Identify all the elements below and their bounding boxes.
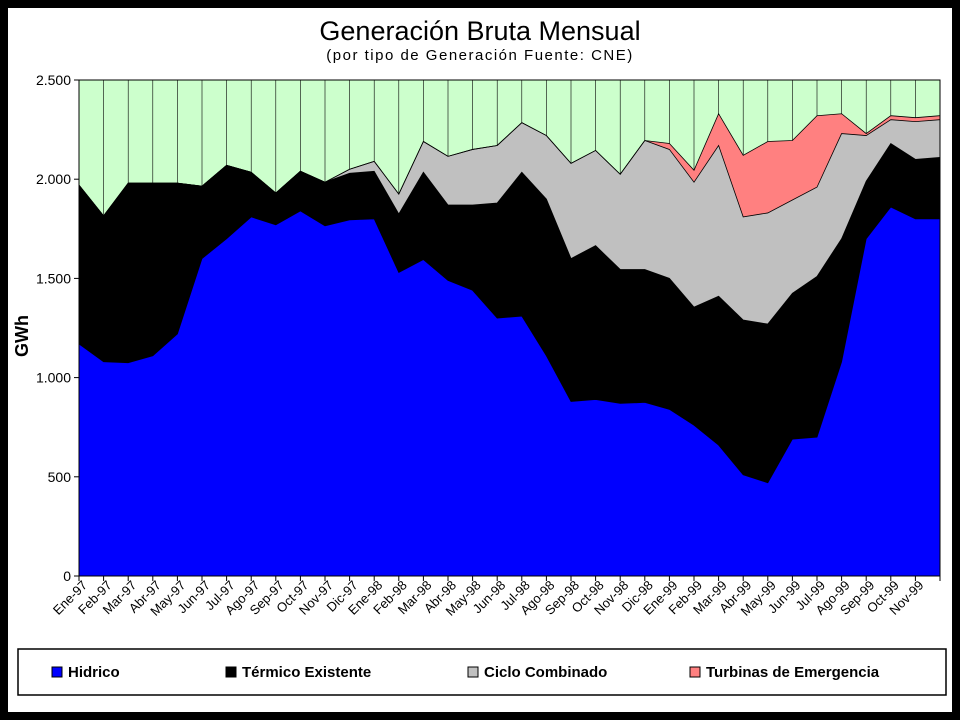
legend-label-3: Ciclo Combinado [484,664,607,681]
y-axis-label: GWh [12,315,32,357]
legend-label-4: Turbinas de Emergencia [706,664,880,681]
legend-swatch-3 [467,666,479,678]
chart-subtitle: (por tipo de Generación Fuente: CNE) [326,47,633,64]
chart-frame: Generación Bruta Mensual (por tipo de Ge… [8,8,952,712]
series-area-2 [79,143,940,483]
y-tick-label: 1.500 [36,270,71,286]
x-axis: Ene-97Feb-97Mar-97Abr-97May-97Jun-97Jul-… [50,576,941,619]
y-tick-label: 2.500 [36,72,71,88]
series-edge-1 [78,206,940,484]
series-area-1 [79,206,940,577]
chart-title: Generación Bruta Mensual [319,16,640,46]
chart-canvas: Generación Bruta Mensual (por tipo de Ge… [12,16,947,696]
series-edge-4 [78,112,941,217]
legend-label-1: Hidrico [68,664,120,681]
legend-label-2: Térmico Existente [242,664,371,681]
y-axis: 0 500 1.000 1.500 2.000 2.500 [36,72,79,584]
y-tick-label: 2.000 [36,171,71,187]
legend-swatch-1 [51,666,63,678]
y-tick-label: 1.000 [36,370,71,386]
legend-swatch-4 [689,666,701,678]
series-area-3 [79,119,940,325]
plot-border [78,79,941,577]
legend-box [17,648,947,696]
legend-swatch-2 [225,666,237,678]
plot-area [78,79,941,577]
series-area-4 [79,113,940,217]
y-tick-label: 500 [48,469,72,485]
legend: Hidrico Térmico Existente Ciclo Combinado T… [17,648,947,696]
y-tick-label: 0 [63,568,71,584]
